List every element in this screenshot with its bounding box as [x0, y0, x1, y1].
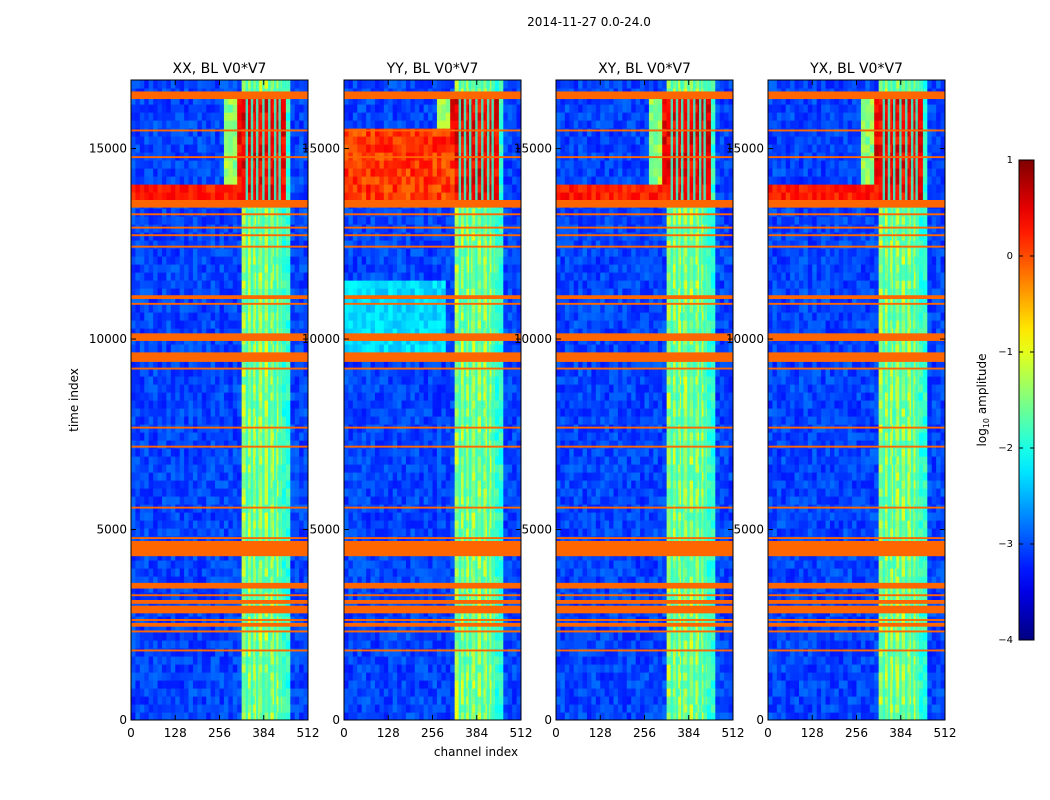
panel-title: XX, BL V0*V7 [173, 61, 267, 77]
x-tick-label: 256 [421, 726, 444, 740]
x-tick-label: 512 [510, 726, 533, 740]
x-tick-label: 128 [801, 726, 824, 740]
y-tick-label: 15000 [514, 142, 552, 156]
y-tick-label: 10000 [726, 332, 764, 346]
panel-yx: YX, BL V0*V7 0 128 256 384 512 0 5000 10000 15000 [726, 61, 957, 740]
x-tick-label: 512 [934, 726, 957, 740]
x-tick-label: 128 [377, 726, 400, 740]
panel-yy: YY, BL V0*V7 0 128 256 384 512 0 5000 10000 15000 [302, 61, 533, 740]
colorbar-tick-label: −3 [998, 539, 1013, 550]
x-tick-label: 384 [252, 726, 275, 740]
colorbar-tick-label: −1 [998, 347, 1013, 358]
x-tick-label: 0 [340, 726, 348, 740]
colorbar-label: log10 amplitude [975, 354, 991, 447]
y-axis-label: time index [67, 368, 81, 432]
heatmap-image [768, 80, 945, 720]
heatmap-image [131, 80, 308, 720]
y-tick-label: 5000 [521, 523, 552, 537]
x-tick-label: 128 [164, 726, 187, 740]
colorbar-tick-label: −2 [998, 443, 1013, 454]
x-tick-label: 256 [845, 726, 868, 740]
x-tick-label: 0 [764, 726, 772, 740]
colorbar-gradient [1018, 159, 1035, 641]
heatmap-image [556, 80, 733, 720]
x-tick-label: 384 [677, 726, 700, 740]
x-tick-label: 0 [552, 726, 560, 740]
y-tick-label: 0 [756, 713, 764, 727]
y-tick-label: 15000 [302, 142, 340, 156]
colorbar: 1 0 −1 −2 −3 −4 log10 amplitude [975, 155, 1035, 646]
x-axis-label: channel index [434, 745, 518, 759]
x-tick-label: 128 [589, 726, 612, 740]
x-tick-label: 256 [633, 726, 656, 740]
y-tick-label: 0 [332, 713, 340, 727]
colorbar-tick-label: 0 [1007, 251, 1013, 262]
panel-title: YY, BL V0*V7 [386, 61, 479, 77]
x-tick-label: 384 [465, 726, 488, 740]
figure-title: 2014-11-27 0.0-24.0 [527, 15, 651, 29]
colorbar-tick-label: −4 [998, 635, 1013, 646]
panel-title: YX, BL V0*V7 [809, 61, 903, 77]
y-tick-label: 15000 [726, 142, 764, 156]
y-tick-label: 0 [119, 713, 127, 727]
x-tick-label: 0 [127, 726, 135, 740]
y-tick-label: 10000 [302, 332, 340, 346]
panel-xx: XX, BL V0*V7 0 128 256 384 512 0 5000 10000 15000 [89, 61, 320, 740]
y-tick-label: 5000 [309, 523, 340, 537]
x-tick-label: 256 [208, 726, 231, 740]
y-tick-label: 10000 [89, 332, 127, 346]
heatmap-panels: XX, BL V0*V7 0 128 256 384 512 0 5000 10000 15000… [89, 61, 957, 740]
panel-xy: XY, BL V0*V7 0 128 256 384 512 0 5000 10000 15000 [514, 61, 745, 740]
x-tick-label: 384 [889, 726, 912, 740]
x-tick-label: 512 [722, 726, 745, 740]
y-tick-label: 15000 [89, 142, 127, 156]
x-tick-label: 512 [297, 726, 320, 740]
y-tick-label: 0 [544, 713, 552, 727]
y-tick-label: 5000 [733, 523, 764, 537]
heatmap-image [344, 80, 521, 720]
y-tick-label: 10000 [514, 332, 552, 346]
colorbar-tick-label: 1 [1007, 155, 1013, 166]
panel-title: XY, BL V0*V7 [598, 61, 691, 77]
y-tick-label: 5000 [96, 523, 127, 537]
